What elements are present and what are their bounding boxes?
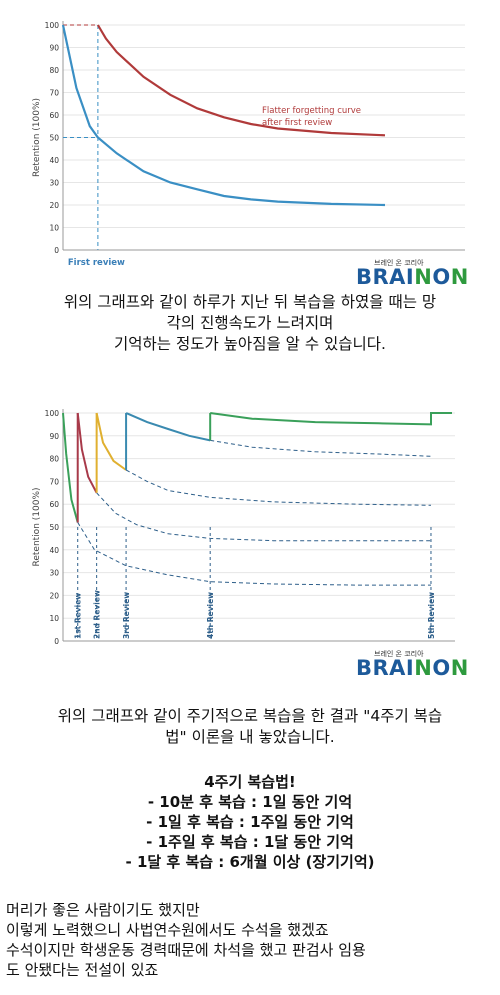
y-tick-label: 0	[54, 637, 59, 646]
series-line-2	[76, 412, 98, 494]
x-marker-label: 3rd Review	[122, 592, 131, 639]
y-tick-label: 100	[45, 409, 60, 418]
y-tick-label: 30	[49, 569, 59, 578]
series-line-4	[125, 412, 211, 442]
paragraph-1-line-1: 위의 그래프와 같이 하루가 지난 뒤 복습을 하였을 때는 망	[63, 293, 437, 311]
four-cycle-method: 4주기 복습법! - 10분 후 복습 : 1일 동안 기억 - 1일 후 복습…	[0, 772, 500, 872]
y-tick-label: 60	[49, 111, 59, 120]
y-tick-label: 10	[49, 224, 59, 233]
spaced-review-chart: 0 10 20 30 40 50 60 70 80 90 100 Retention (100%) 1s…	[32, 409, 455, 646]
decay-guide-dashed	[125, 469, 432, 506]
decay-guide-dashed	[210, 439, 432, 457]
paragraph-1-line-3: 기억하는 정도가 높아짐을 알 수 있습니다.	[114, 335, 386, 353]
y-axis-label: Retention (100%)	[32, 487, 42, 566]
y-tick-label: 80	[49, 455, 59, 464]
x-marker-label: 4th Review	[206, 592, 215, 639]
paragraph-2: 위의 그래프와 같이 주기적으로 복습을 한 결과 "4주기 복습 법" 이론을…	[0, 706, 500, 748]
paragraph-2-line-1: 위의 그래프와 같이 주기적으로 복습을 한 결과 "4주기 복습	[57, 707, 443, 725]
method-item: - 1달 후 복습 : 6개월 이상 (장기기억)	[125, 853, 375, 871]
y-tick-label: 90	[49, 44, 59, 53]
story-paragraph: 머리가 좋은 사람이기도 했지만 이렇게 노력했으니 사법연수원에서도 수석을 …	[6, 900, 496, 980]
y-tick-label: 40	[49, 546, 59, 555]
y-tick-label: 90	[49, 432, 59, 441]
logo-small-text: 브레인 온 코리아	[374, 259, 424, 267]
x-marker-label: First review	[68, 258, 125, 268]
decay-guide-dashed	[96, 492, 431, 542]
logo-brand: BRAINON	[356, 656, 469, 680]
y-tick-label: 100	[45, 21, 60, 30]
story-line-1: 머리가 좋은 사람이기도 했지만	[6, 901, 200, 919]
method-item: - 1주일 후 복습 : 1달 동안 기억	[146, 833, 354, 851]
series-line-2	[96, 24, 386, 137]
series-line-1	[61, 24, 386, 207]
y-tick-label: 20	[49, 591, 59, 600]
story-line-4: 도 안됐다는 전설이 있죠	[6, 961, 159, 979]
story-line-2: 이렇게 노력했으니 사법연수원에서도 수석을 했겠죠	[6, 921, 329, 939]
y-tick-label: 30	[49, 179, 59, 188]
method-title: 4주기 복습법!	[204, 773, 296, 791]
logo-small-text: 브레인 온 코리아	[374, 650, 424, 658]
decay-guide-dashed	[77, 522, 431, 586]
brainon-logo-1: 브레인 온 코리아 BRAINON	[356, 258, 496, 289]
y-tick-label: 10	[49, 614, 59, 623]
series-line-3	[95, 412, 127, 471]
x-marker-label: 2nd Review	[93, 590, 102, 639]
y-axis-label: Retention (100%)	[32, 98, 42, 177]
story-line-3: 수석이지만 학생운동 경력때문에 차석을 했고 판검사 임용	[6, 941, 366, 959]
method-item: - 10분 후 복습 : 1일 동안 기억	[147, 793, 353, 811]
forgetting-curve-chart: 0 10 20 30 40 50 60 70 80 90 100 Retention (100%) Fi…	[32, 21, 465, 268]
paragraph-2-line-2: 법" 이론을 내 놓았습니다.	[165, 728, 335, 746]
y-tick-label: 80	[49, 66, 59, 75]
annotation: Flatter forgetting curve	[262, 106, 361, 116]
annotation: after first review	[262, 118, 332, 128]
logo-brand: BRAINON	[356, 265, 469, 289]
y-tick-label: 60	[49, 500, 59, 509]
y-tick-label: 50	[49, 134, 59, 143]
x-marker-label: 5th Review	[427, 592, 436, 639]
x-marker-label: 1st Review	[74, 593, 83, 639]
y-tick-label: 70	[49, 477, 59, 486]
series-line-1	[62, 412, 79, 523]
y-tick-label: 70	[49, 89, 59, 98]
y-tick-label: 0	[54, 246, 59, 255]
y-tick-label: 50	[49, 523, 59, 532]
paragraph-1-line-2: 각의 진행속도가 느려지며	[166, 314, 334, 332]
paragraph-1: 위의 그래프와 같이 하루가 지난 뒤 복습을 하였을 때는 망 각의 진행속도…	[0, 292, 500, 355]
y-tick-label: 40	[49, 156, 59, 165]
method-item: - 1일 후 복습 : 1주일 동안 기억	[146, 813, 354, 831]
series-line-5	[210, 412, 452, 426]
y-tick-label: 20	[49, 201, 59, 210]
brainon-logo-2: 브레인 온 코리아 BRAINON	[356, 649, 496, 680]
